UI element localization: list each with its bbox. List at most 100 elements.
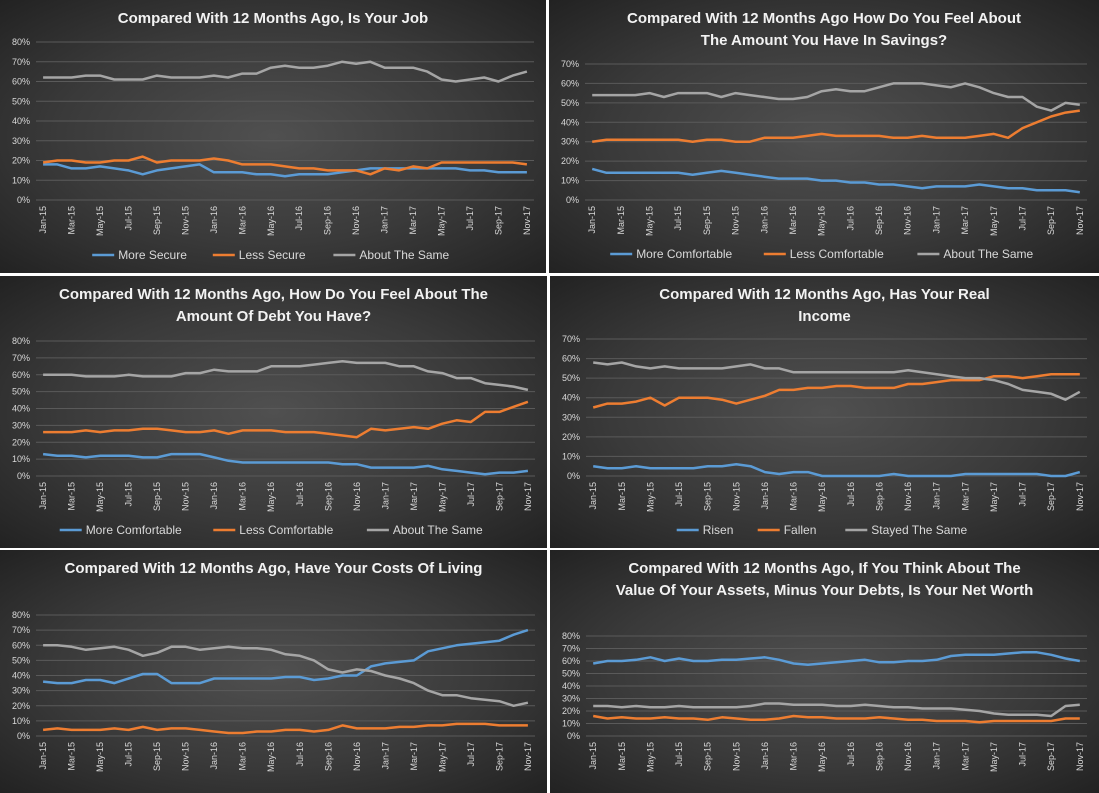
y-tick-label: 0% [567, 731, 580, 741]
x-tick-label: May-15 [645, 482, 655, 512]
series-line [592, 372, 1080, 409]
series-line [42, 628, 529, 685]
legend-label: About The Same [943, 247, 1033, 261]
chart: 0% 10% 20% 30% 40% 50% 60% 70% Jan-15 Mar-15 May-1… [561, 59, 1087, 261]
x-tick-label: Sep-16 [323, 742, 333, 771]
y-tick-label: 40% [12, 671, 30, 681]
series-line [592, 714, 1080, 724]
x-tick-label: Jan-17 [932, 742, 942, 770]
x-tick-label: Mar-16 [789, 742, 799, 771]
x-tick-label: Nov-15 [731, 742, 741, 771]
y-tick-label: 40% [561, 117, 579, 127]
x-tick-label: Sep-15 [152, 206, 162, 235]
x-tick-label: Jul-17 [1018, 482, 1028, 507]
y-tick-label: 30% [561, 137, 579, 147]
x-tick-label: Nov-16 [903, 742, 913, 771]
legend-label: About The Same [393, 523, 483, 537]
y-tick-label: 70% [12, 57, 30, 67]
x-tick-label: Jul-17 [1018, 742, 1028, 767]
x-tick-label: Sep-17 [1046, 742, 1056, 771]
legend-label: Fallen [784, 523, 817, 537]
x-tick-label: Jan-15 [38, 742, 48, 770]
x-tick-label: May-17 [989, 206, 999, 236]
x-tick-label: Mar-16 [237, 206, 247, 235]
y-tick-label: 70% [12, 353, 30, 363]
y-tick-label: 0% [17, 731, 30, 741]
x-tick-label: May-15 [95, 742, 105, 772]
x-tick-label: Sep-15 [703, 482, 713, 511]
x-tick-label: Jan-15 [588, 482, 598, 510]
x-tick-label: Sep-15 [703, 742, 713, 771]
x-tick-label: May-16 [266, 206, 276, 236]
x-tick-label: Jan-16 [760, 482, 770, 510]
x-tick-label: Jan-17 [380, 742, 390, 770]
x-tick-label: Mar-16 [789, 482, 799, 511]
chart: 0% 10% 20% 30% 40% 50% 60% 70% 80% Jan-15 Mar-15 Ma… [12, 610, 535, 772]
x-tick-label: Mar-15 [67, 742, 77, 771]
y-tick-label: 60% [12, 640, 30, 650]
x-tick-label: Nov-16 [903, 482, 913, 511]
y-tick-label: 10% [562, 719, 580, 729]
chart-panel: Compared With 12 Months Ago How Do You F… [549, 0, 1099, 273]
legend-label: Stayed The Same [871, 523, 967, 537]
y-tick-label: 40% [12, 116, 30, 126]
legend-label: More Comfortable [636, 247, 732, 261]
y-tick-label: 10% [561, 176, 579, 186]
x-tick-label: Jul-17 [466, 742, 476, 767]
y-tick-label: 80% [12, 610, 30, 620]
x-tick-label: Jul-17 [1017, 206, 1027, 231]
series-line [43, 360, 529, 392]
y-tick-label: 70% [562, 334, 580, 344]
series-line [43, 163, 527, 178]
legend-label: More Comfortable [86, 523, 182, 537]
x-tick-label: May-17 [989, 482, 999, 512]
chart-panel: Compared With 12 Months Ago, Is Your Job… [0, 0, 546, 273]
y-tick-label: 50% [12, 655, 30, 665]
y-tick-label: 30% [12, 686, 30, 696]
x-tick-label: May-15 [95, 482, 105, 512]
x-tick-label: Jan-15 [587, 206, 597, 234]
x-tick-label: Nov-17 [1075, 482, 1085, 511]
x-tick-label: Jan-16 [209, 742, 219, 770]
x-tick-label: Jul-16 [295, 482, 305, 507]
x-tick-label: May-17 [989, 742, 999, 772]
x-tick-label: Sep-15 [152, 742, 162, 771]
y-tick-label: 50% [561, 98, 579, 108]
x-tick-label: Nov-15 [181, 742, 191, 771]
y-tick-label: 40% [562, 393, 580, 403]
x-tick-label: May-17 [437, 742, 447, 772]
y-tick-label: 20% [562, 432, 580, 442]
x-tick-label: Jan-17 [932, 482, 942, 510]
chart-title: Compared With 12 Months Ago, Is Your Job [117, 10, 429, 27]
y-tick-label: 80% [12, 37, 30, 47]
x-tick-label: Sep-17 [1046, 206, 1056, 235]
x-tick-label: Jan-17 [931, 206, 941, 234]
x-tick-label: May-15 [95, 206, 105, 236]
x-tick-label: May-16 [817, 482, 827, 512]
x-tick-label: Nov-15 [731, 206, 741, 235]
x-tick-label: May-16 [817, 206, 827, 236]
series-line [593, 361, 1081, 401]
x-tick-label: Nov-17 [1075, 742, 1085, 771]
x-tick-label: May-16 [266, 482, 276, 512]
y-tick-label: 60% [12, 370, 30, 380]
x-tick-label: May-15 [645, 742, 655, 772]
x-tick-label: Mar-15 [617, 742, 627, 771]
x-tick-label: Mar-16 [238, 482, 248, 511]
x-tick-label: Nov-16 [352, 482, 362, 511]
x-tick-label: Nov-17 [523, 742, 533, 771]
x-tick-label: Jan-16 [209, 482, 219, 510]
x-tick-label: Sep-16 [874, 482, 884, 511]
y-tick-label: 30% [562, 694, 580, 704]
y-tick-label: 30% [12, 420, 30, 430]
y-tick-label: 70% [562, 644, 580, 654]
y-tick-label: 30% [562, 412, 580, 422]
y-tick-label: 60% [562, 354, 580, 364]
x-tick-label: Sep-17 [493, 206, 503, 235]
y-tick-label: 0% [17, 471, 30, 481]
series-line [593, 702, 1080, 718]
x-tick-label: Jul-16 [295, 742, 305, 767]
x-tick-label: Jul-15 [123, 206, 133, 231]
y-tick-label: 80% [562, 631, 580, 641]
